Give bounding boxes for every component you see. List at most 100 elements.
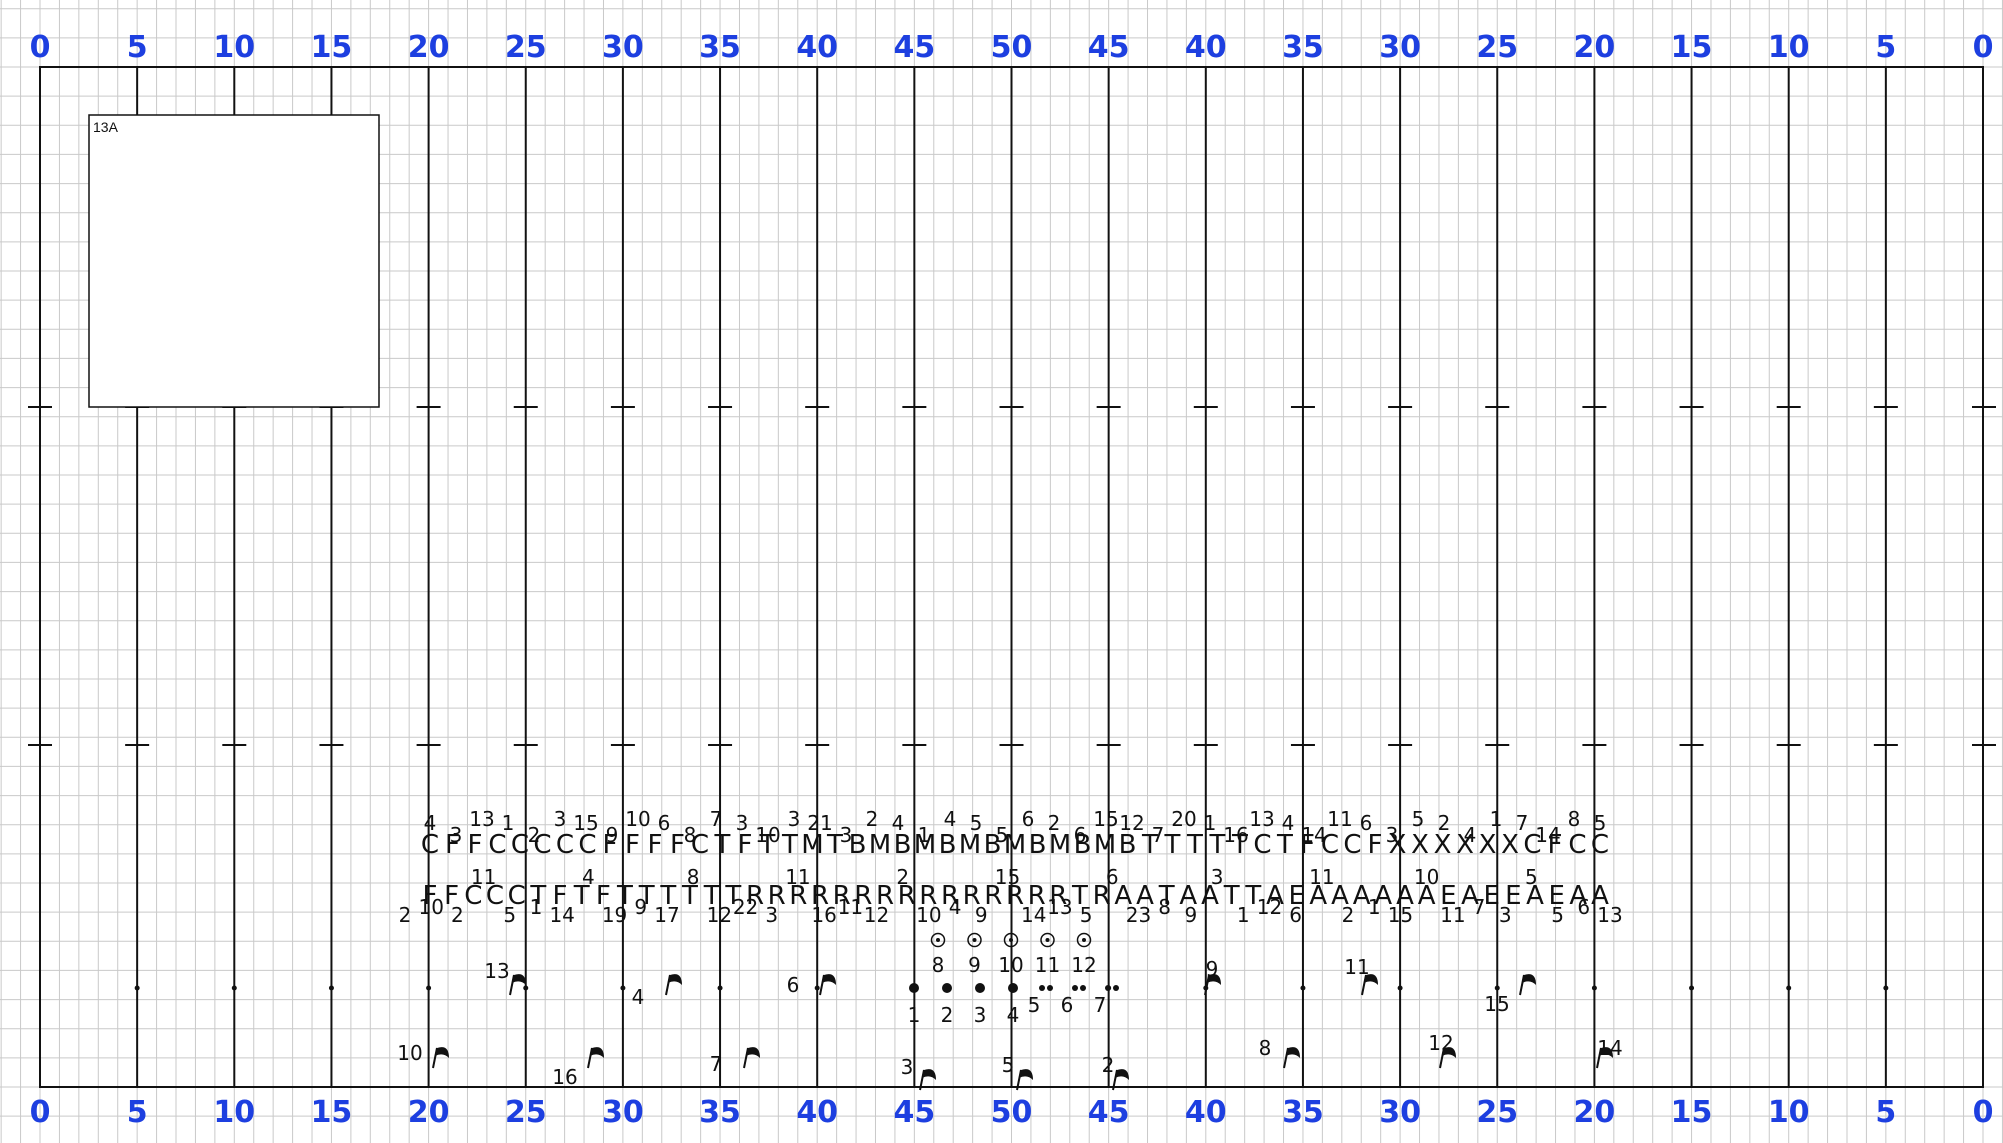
ground-marker-number: 1 xyxy=(908,1003,921,1027)
flag-number: 2 xyxy=(1102,1053,1115,1077)
performer-symbol: R xyxy=(984,881,1002,911)
circled-marker-number: 11 xyxy=(1035,953,1060,977)
performer-symbol: A xyxy=(1331,881,1349,911)
performer-number: 9 xyxy=(606,823,619,847)
performer-number: 2 xyxy=(1438,811,1451,835)
performer-symbol: M xyxy=(1004,830,1026,860)
performer-number: 1 xyxy=(1490,807,1503,831)
performer-symbol: F xyxy=(1548,830,1563,860)
performer-number: 3 xyxy=(788,807,801,831)
flag-number: 7 xyxy=(710,1052,723,1076)
field-dot xyxy=(1883,985,1889,991)
field-dot xyxy=(328,985,334,991)
performer-symbol: T xyxy=(781,830,798,860)
field-dot xyxy=(1494,985,1500,991)
page-label-box xyxy=(88,114,380,408)
yard-number-top: 35 xyxy=(1282,30,1324,65)
performer-symbol: F xyxy=(1300,830,1315,860)
yard-number-bottom: 40 xyxy=(796,1095,838,1130)
yard-number-top: 10 xyxy=(1768,30,1810,65)
performer-symbol: M xyxy=(1094,830,1116,860)
performer-number: 12 xyxy=(1119,811,1144,835)
flag-number: 11 xyxy=(1344,955,1369,979)
performer-symbol: A xyxy=(1526,881,1544,911)
flag-number: 12 xyxy=(1428,1031,1453,1055)
performer-number: 7 xyxy=(1473,895,1486,919)
performer-symbol: A xyxy=(1418,881,1436,911)
flag-icon xyxy=(922,1069,936,1080)
flag-number: 6 xyxy=(787,973,800,997)
circled-marker xyxy=(1076,932,1092,948)
performer-number: 5 xyxy=(1594,811,1607,835)
performer-symbol: T xyxy=(1223,881,1240,911)
yard-number-top: 5 xyxy=(1875,30,1896,65)
yard-number-top: 0 xyxy=(30,30,51,65)
yard-number-bottom: 10 xyxy=(213,1095,255,1130)
performer-number: 6 xyxy=(658,811,671,835)
performer-symbol: F xyxy=(1368,830,1383,860)
performer-symbol: C xyxy=(556,830,574,860)
yard-number-top: 30 xyxy=(1379,30,1421,65)
performer-symbol: A xyxy=(1396,881,1414,911)
ground-marker-number: 6 xyxy=(1061,993,1074,1017)
performer-number: 14 xyxy=(1301,823,1326,847)
performer-symbol: B xyxy=(1029,830,1047,860)
flag-icon xyxy=(1286,1047,1300,1058)
field-dot xyxy=(717,985,723,991)
performer-number: 9 xyxy=(634,895,647,919)
performer-symbol: C xyxy=(1321,830,1339,860)
performer-symbol: T xyxy=(714,830,731,860)
yard-number-bottom: 0 xyxy=(30,1095,51,1130)
performer-symbol: R xyxy=(746,881,764,911)
performer-number: 3 xyxy=(554,807,567,831)
performer-number: 22 xyxy=(733,895,758,919)
performer-symbol: R xyxy=(898,881,916,911)
performer-symbol: C xyxy=(464,881,482,911)
performer-number: 1 xyxy=(1204,811,1217,835)
performer-number: 12 xyxy=(707,903,732,927)
yard-number-bottom: 45 xyxy=(1088,1095,1130,1130)
performer-number: 5 xyxy=(970,811,983,835)
performer-symbol: R xyxy=(876,881,894,911)
performer-symbol: C xyxy=(1343,830,1361,860)
performer-number: 11 xyxy=(1327,807,1352,831)
yard-number-top: 0 xyxy=(1973,30,1994,65)
performer-symbol: R xyxy=(919,881,937,911)
performer-symbol: M xyxy=(959,830,981,860)
performer-symbol: C xyxy=(508,881,526,911)
performer-symbol: C xyxy=(511,830,529,860)
performer-symbol: A xyxy=(1374,881,1392,911)
performer-symbol: T xyxy=(616,881,633,911)
performer-number: 14 xyxy=(1021,903,1046,927)
flag-number: 3 xyxy=(901,1055,914,1079)
performer-symbol: F xyxy=(553,881,568,911)
performer-symbol: T xyxy=(1158,881,1175,911)
flag-number: 4 xyxy=(632,985,645,1009)
performer-symbol: T xyxy=(1071,881,1088,911)
yard-number-bottom: 5 xyxy=(1875,1095,1896,1130)
performer-symbol: F xyxy=(625,830,640,860)
performer-number: 10 xyxy=(755,823,780,847)
performer-number: 3 xyxy=(840,823,853,847)
performer-number: 5 xyxy=(996,823,1009,847)
flag-icon xyxy=(822,974,836,985)
performer-number: 1 xyxy=(1237,903,1250,927)
performer-number: 4 xyxy=(424,811,437,835)
flag-icon xyxy=(1599,1047,1613,1058)
yard-number-top: 20 xyxy=(408,30,450,65)
ground-marker-number: 7 xyxy=(1094,993,1107,1017)
performer-number: 8 xyxy=(1158,895,1171,919)
performer-number: 6 xyxy=(1022,807,1035,831)
performer-symbol: C xyxy=(486,881,504,911)
performer-number: 6 xyxy=(1577,895,1590,919)
performer-number: 13 xyxy=(1249,807,1274,831)
performer-number: 6 xyxy=(1289,903,1302,927)
performer-symbol: R xyxy=(768,881,786,911)
yard-numbers-top: 0 5 10 15 20 25 30 35 40 45 50 45 40 35 30 25 20 15 10 5 0 xyxy=(30,30,1994,65)
solid-marker xyxy=(1008,983,1018,993)
flag-icon xyxy=(746,1047,760,1058)
yard-number-top: 45 xyxy=(893,30,935,65)
performer-symbol: M xyxy=(801,830,823,860)
performer-symbol: T xyxy=(681,881,698,911)
